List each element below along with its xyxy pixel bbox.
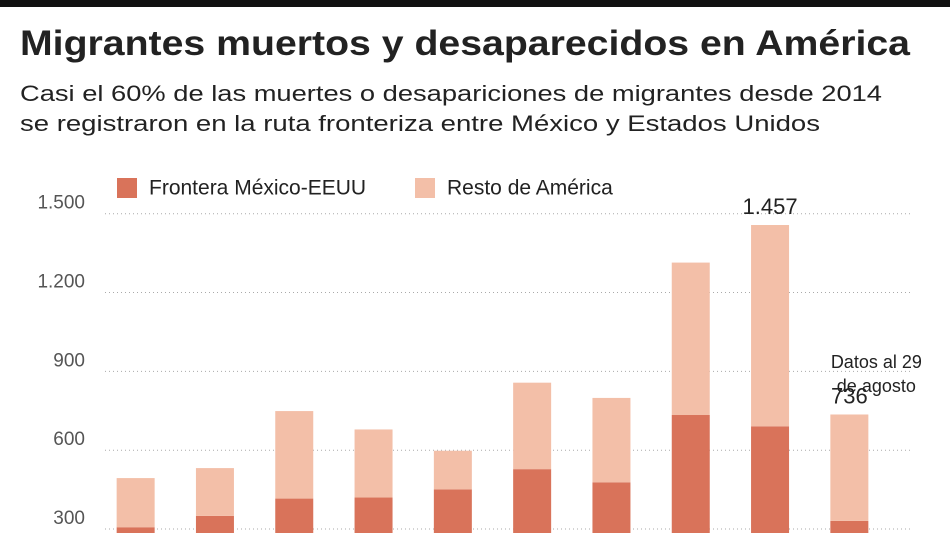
chart-title: Migrantes muertos y desaparecidos en Amé… bbox=[20, 24, 911, 63]
y-tick-label: 300 bbox=[53, 508, 85, 529]
bar-segment bbox=[116, 527, 155, 533]
legend-label: Frontera México-EEUU bbox=[149, 177, 366, 200]
bar-segment bbox=[433, 450, 472, 490]
bar-segment bbox=[830, 520, 869, 533]
y-tick-label: 600 bbox=[53, 429, 85, 450]
top-rule bbox=[0, 0, 950, 7]
bar-segment bbox=[433, 489, 472, 533]
note: Datos al 29 bbox=[831, 352, 922, 372]
legend-label: Resto de América bbox=[447, 177, 613, 200]
bar-segment bbox=[671, 262, 710, 416]
bar-segment bbox=[751, 225, 790, 427]
bar-segment bbox=[671, 415, 710, 533]
bar-segment bbox=[513, 382, 552, 470]
bar-segment bbox=[513, 469, 552, 533]
chart-subtitle: Casi el 60% de las muertes o desaparicio… bbox=[20, 81, 882, 106]
legend-swatch bbox=[415, 178, 435, 198]
chart-subtitle: se registraron en la ruta fronteriza ent… bbox=[20, 111, 820, 136]
y-tick-label: 1.200 bbox=[37, 272, 85, 293]
bar-segment bbox=[592, 482, 631, 533]
total-label: 1.457 bbox=[743, 194, 798, 219]
bar-segment bbox=[354, 497, 393, 533]
bar-segment bbox=[592, 397, 631, 483]
bar-segment bbox=[195, 468, 234, 516]
note: de agosto bbox=[837, 376, 916, 396]
bar-segment bbox=[275, 411, 314, 499]
y-tick-label: 1.500 bbox=[37, 193, 85, 214]
bar-segment bbox=[354, 429, 393, 498]
total-label: 736 bbox=[831, 383, 868, 408]
bar-segment bbox=[116, 478, 155, 528]
legend-swatch bbox=[117, 178, 137, 198]
bar-segment bbox=[751, 426, 790, 533]
y-tick-label: 900 bbox=[53, 350, 85, 371]
bar-segment bbox=[830, 414, 869, 521]
bar-segment bbox=[195, 515, 234, 533]
bar-segment bbox=[275, 498, 314, 533]
